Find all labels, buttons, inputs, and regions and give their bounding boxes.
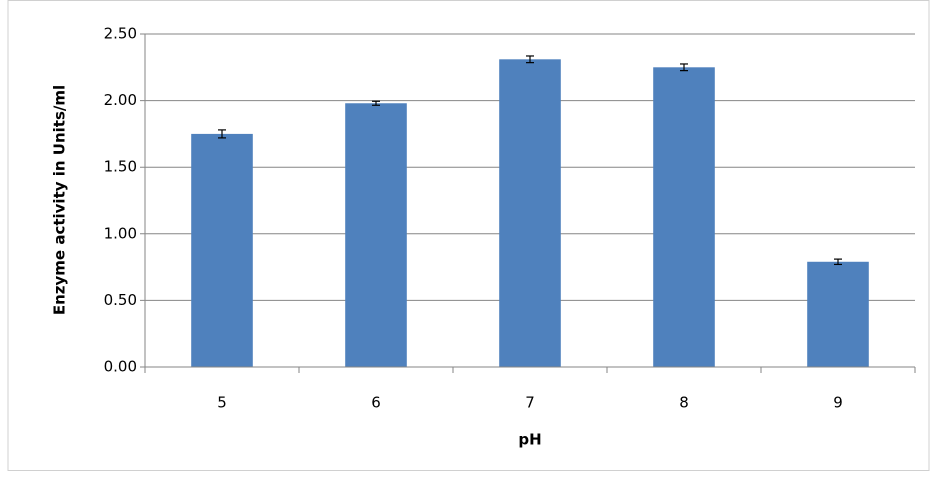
error-bar [372,100,380,106]
x-axis-title: pH [518,431,541,449]
x-tick-label: 7 [525,394,535,412]
bar [653,67,715,368]
x-tick-label: 9 [833,394,843,412]
chart-frame [7,0,930,471]
bar [345,103,407,367]
y-tick-label: 2.00 [104,91,137,109]
bar [807,261,869,367]
y-tick-label: 0.50 [104,291,137,309]
y-axis-title: Enzyme activity in Units/ml [51,85,69,315]
x-tick-label: 5 [217,394,227,412]
error-bar [834,258,842,266]
error-bar [680,63,688,72]
bar [499,59,561,368]
y-tick-label: 0.00 [104,358,137,376]
bar [191,133,253,367]
error-bar [218,129,226,139]
error-bar [526,55,534,64]
x-tick-label: 8 [679,394,689,412]
y-tick-label: 2.50 [104,25,137,43]
x-tick-label: 6 [371,394,381,412]
y-tick-label: 1.00 [104,224,137,242]
y-tick-label: 1.50 [104,158,137,176]
